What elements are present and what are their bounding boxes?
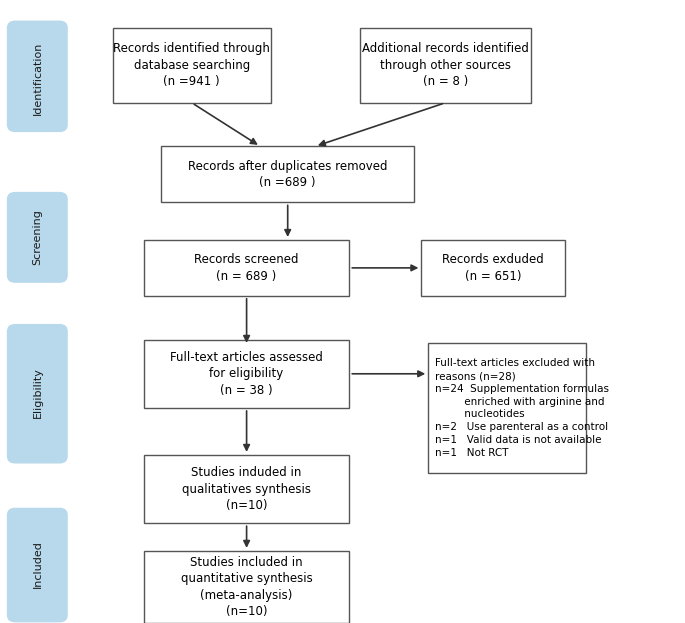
Text: Full-text articles assessed
for eligibility
(n = 38 ): Full-text articles assessed for eligibil…	[170, 351, 323, 397]
FancyBboxPatch shape	[161, 146, 414, 202]
Text: Studies induded in
qualitatives synthesis
(n=10): Studies induded in qualitatives synthesi…	[182, 466, 311, 512]
Text: Studies included in
quantitative synthesis
(meta-analysis)
(n=10): Studies included in quantitative synthes…	[181, 556, 312, 618]
FancyBboxPatch shape	[144, 455, 349, 523]
Text: Records identified through
database searching
(n =941 ): Records identified through database sear…	[113, 42, 271, 88]
FancyBboxPatch shape	[421, 240, 565, 296]
Text: Identification: Identification	[33, 41, 42, 115]
FancyBboxPatch shape	[144, 240, 349, 296]
FancyBboxPatch shape	[7, 324, 68, 464]
FancyBboxPatch shape	[144, 340, 349, 408]
FancyBboxPatch shape	[428, 343, 586, 473]
FancyBboxPatch shape	[113, 28, 271, 103]
Text: Full-text articles excluded with
reasons (n=28)
n=24  Supplementation formulas
 : Full-text articles excluded with reasons…	[435, 358, 609, 458]
Text: Included: Included	[33, 540, 42, 587]
Text: Records exduded
(n = 651): Records exduded (n = 651)	[443, 253, 544, 283]
FancyBboxPatch shape	[7, 21, 68, 132]
Text: Eligibility: Eligibility	[33, 367, 42, 418]
FancyBboxPatch shape	[360, 28, 531, 103]
Text: Additional records identified
through other sources
(n = 8 ): Additional records identified through ot…	[362, 42, 529, 88]
FancyBboxPatch shape	[7, 192, 68, 283]
Text: Records screened
(n = 689 ): Records screened (n = 689 )	[195, 253, 299, 283]
Text: Screening: Screening	[33, 209, 42, 265]
FancyBboxPatch shape	[7, 508, 68, 622]
Text: Records after duplicates removed
(n =689 ): Records after duplicates removed (n =689…	[188, 159, 388, 189]
FancyBboxPatch shape	[144, 551, 349, 623]
